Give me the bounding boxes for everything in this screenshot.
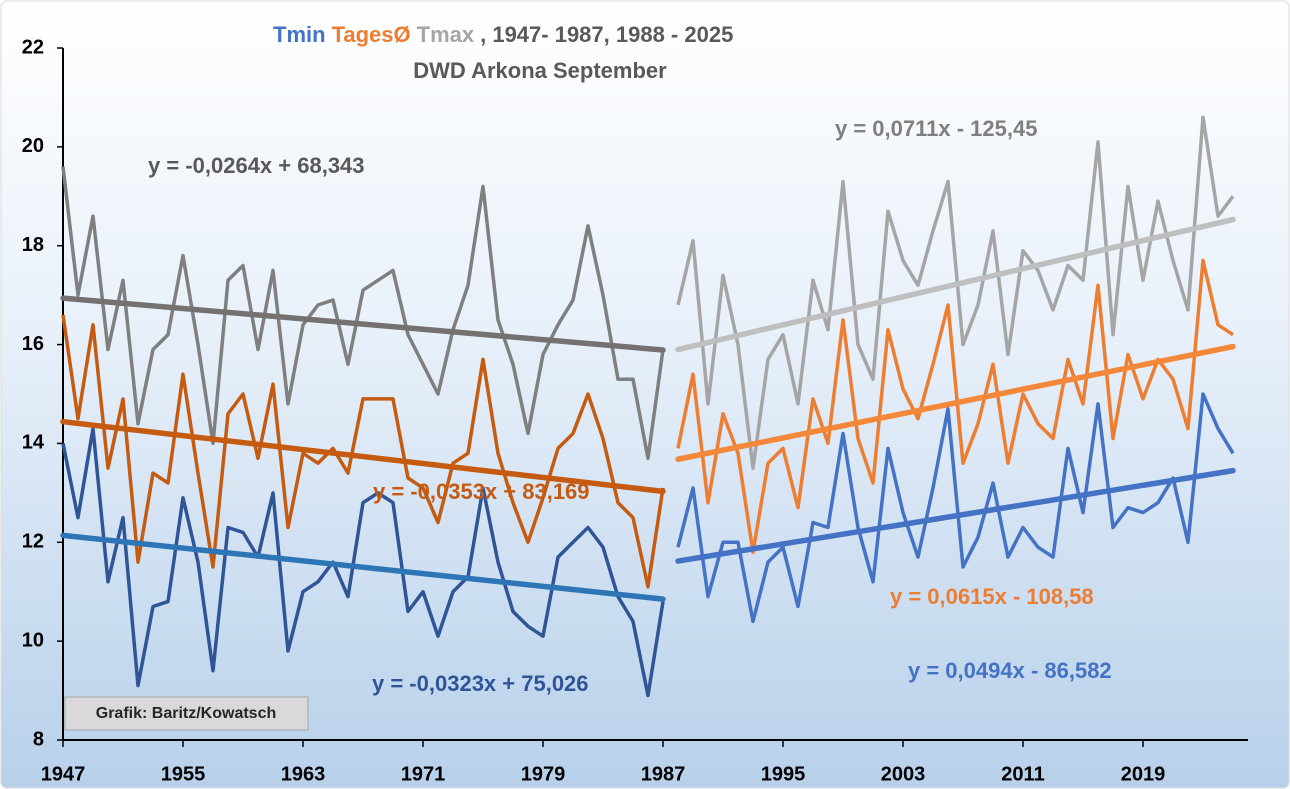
x-tick-label: 1995 (761, 763, 806, 785)
legend-tmin: Tmin (273, 22, 326, 47)
trend-lines: y = -0,0264x + 68,343 y = 0,0711x - 125,4… (60, 116, 1236, 696)
y-tick-label: 20 (22, 135, 44, 157)
x-tick-label: 2011 (1001, 763, 1044, 785)
y-tick-label: 16 (22, 333, 44, 355)
x-tick-label: 1971 (401, 763, 446, 785)
data-line (61, 426, 665, 698)
x-tick-label: 1947 (41, 763, 86, 785)
legend-tages: TagesØ (332, 22, 411, 47)
trend-equation: y = 0,0615x - 108,58 (890, 584, 1094, 609)
trend-equation: y = 0,0494x - 86,582 (908, 658, 1112, 683)
x-tick-label: 1979 (521, 763, 566, 785)
trend-equation: y = -0,0353x + 83,169 (373, 479, 590, 504)
data-line (676, 392, 1235, 624)
trend-line (675, 343, 1236, 462)
x-tick-label: 2003 (881, 763, 926, 785)
trend-line (60, 295, 666, 353)
y-tick-label: 22 (22, 36, 44, 58)
trend-line (60, 532, 666, 602)
data-line (61, 166, 665, 461)
x-tick-label: 1955 (161, 763, 206, 785)
trend-line (675, 467, 1236, 564)
axes: 8 10 12 14 16 18 20 22 1947 1955 1963 1971 1979 1987 1… (22, 36, 1248, 785)
y-tick-label: 12 (22, 531, 44, 553)
y-tick-label: 14 (22, 432, 45, 454)
trend-equation: y = -0,0323x + 75,026 (372, 671, 589, 696)
data-lines (61, 115, 1235, 698)
data-line (61, 314, 665, 589)
legend-tmax: Tmax (417, 22, 475, 47)
trend-line (675, 216, 1236, 353)
chart-title: Tmin TagesØ Tmax, 1947- 1987, 1988 - 2025 (273, 22, 733, 47)
y-tick-label: 10 (22, 629, 44, 651)
y-tick-label: 18 (22, 234, 44, 256)
y-tick-label: 8 (33, 728, 44, 750)
credit: Grafik: Baritz/Kowatsch (96, 705, 276, 722)
title-text: , 1947- 1987, 1988 - 2025 (480, 22, 733, 47)
data-line (676, 115, 1235, 470)
x-tick-label: 1963 (281, 763, 326, 785)
trend-equation: y = 0,0711x - 125,45 (835, 116, 1037, 141)
data-line (676, 258, 1234, 554)
credit-box (64, 696, 309, 731)
x-tick-label: 1987 (641, 763, 686, 785)
chart-subtitle: DWD Arkona September (413, 58, 667, 83)
x-tick-label: 2019 (1121, 763, 1166, 785)
trend-line (60, 418, 666, 495)
trend-equation: y = -0,0264x + 68,343 (148, 153, 365, 178)
